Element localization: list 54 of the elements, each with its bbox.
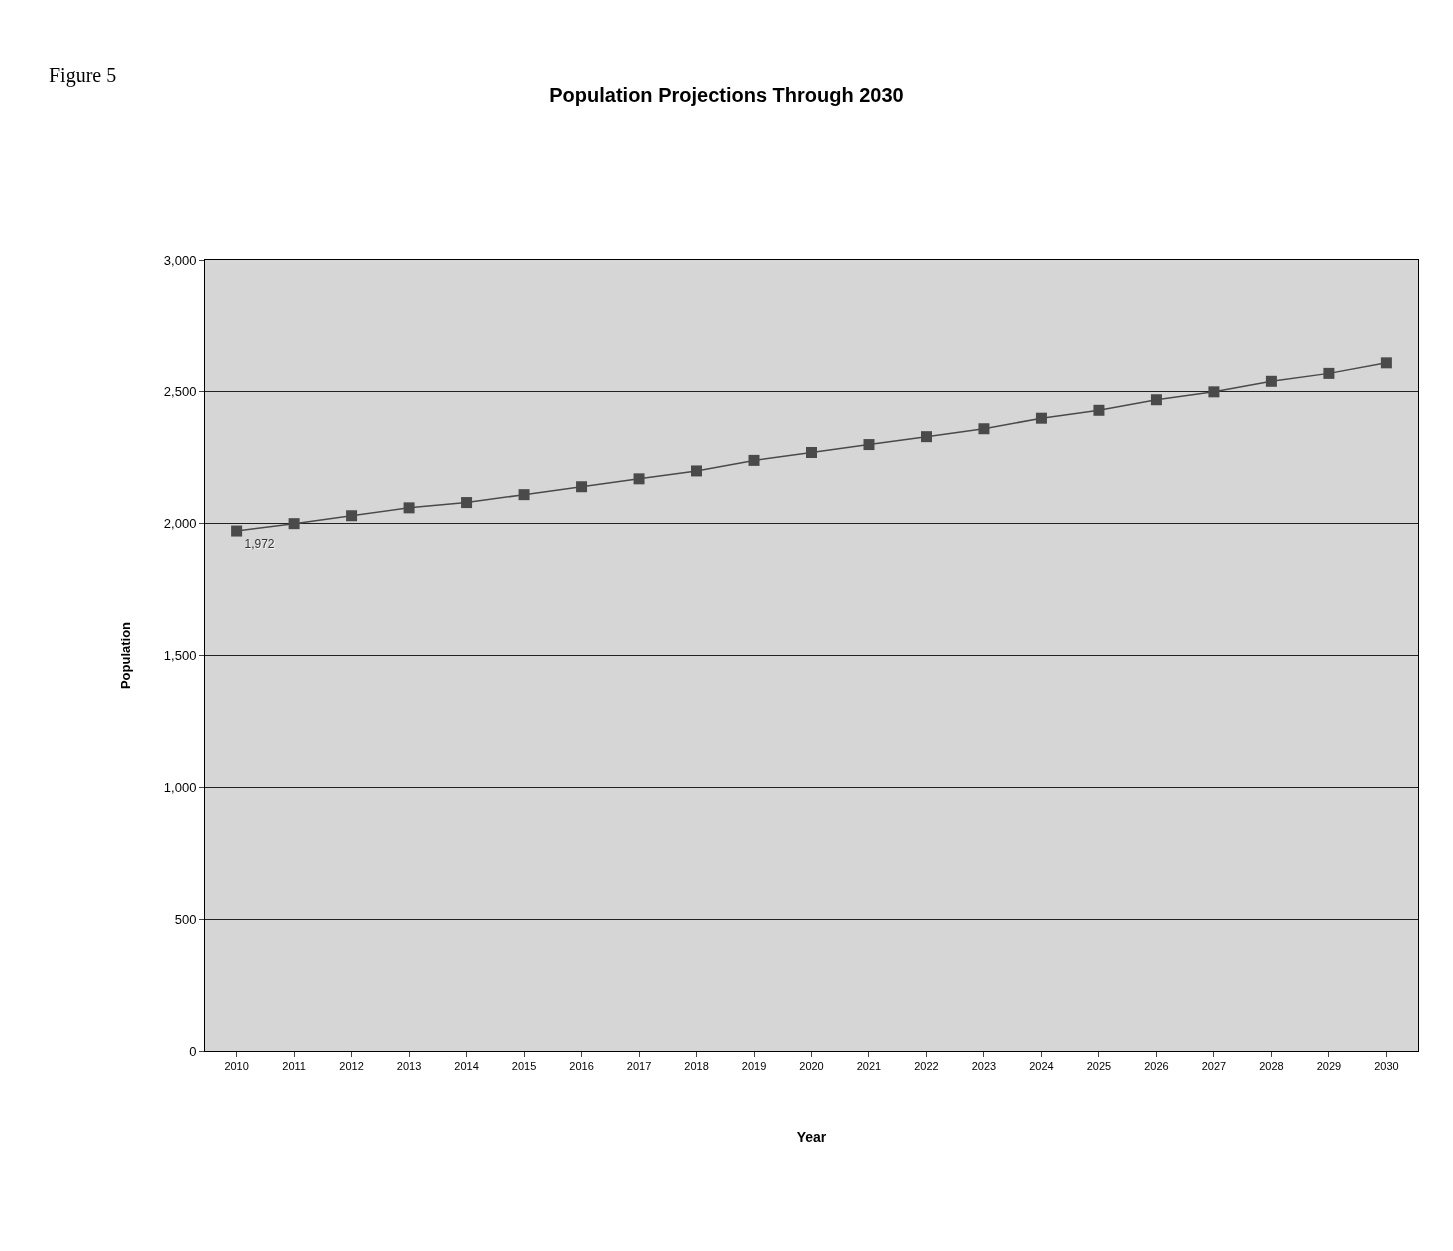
point (231, 525, 243, 537)
x-tick-label: 2021 (856, 1060, 882, 1073)
point (1150, 394, 1162, 406)
point (633, 473, 645, 485)
y-tick-label: 1,500 (163, 648, 197, 664)
x-tick-label: 2029 (1316, 1060, 1342, 1073)
caption: Figure 5 (49, 64, 117, 87)
x-tick-label: 2028 (1259, 1060, 1284, 1073)
x-tick-label: 2027 (1201, 1060, 1227, 1073)
x-tick-label: 2025 (1086, 1060, 1112, 1073)
point (461, 497, 473, 509)
y-tick-label: 500 (174, 911, 197, 927)
x-axis-title: Year (796, 1128, 827, 1145)
x-tick-label: 2010 (224, 1060, 249, 1073)
point (1265, 375, 1277, 387)
point (346, 510, 358, 522)
x-tick-label: 2024 (1029, 1060, 1054, 1073)
chart-title: Population Projections Through 2030 (549, 83, 904, 106)
x-tick-label: 2023 (971, 1060, 997, 1073)
point (1380, 357, 1392, 369)
y-tick-label: 0 (189, 1043, 197, 1059)
x-tick-label: 2017 (626, 1060, 652, 1073)
y-tick-label: 1,000 (163, 779, 197, 795)
point (863, 439, 875, 451)
point (518, 489, 530, 501)
data-label: 1,972 (244, 536, 275, 551)
point (1035, 412, 1047, 424)
point (403, 502, 415, 514)
x-tick-label: 2014 (454, 1060, 479, 1073)
x-tick-label: 2018 (684, 1060, 709, 1073)
point (978, 423, 990, 435)
point (288, 518, 300, 530)
point (1323, 367, 1335, 379)
x-tick-label: 2026 (1144, 1060, 1169, 1073)
point (806, 446, 817, 458)
x-tick-label: 2011 (282, 1060, 306, 1073)
point (1093, 404, 1105, 416)
x-tick-label: 2030 (1374, 1060, 1399, 1073)
x-tick-label: 2016 (569, 1060, 594, 1073)
point (1208, 386, 1220, 398)
y-tick-label: 2,500 (163, 384, 197, 400)
point (576, 481, 588, 493)
x-tick-label: 2020 (799, 1060, 824, 1073)
y-axis-title: Population (117, 621, 133, 690)
x-tick-label: 2019 (741, 1060, 767, 1073)
y-tick-label: 2,000 (163, 516, 197, 532)
point (748, 454, 760, 466)
point (691, 465, 703, 477)
x-tick-label: 2013 (396, 1060, 422, 1073)
x-tick-label: 2022 (914, 1060, 939, 1073)
x-tick-label: 2012 (339, 1060, 364, 1073)
x-tick-label: 2015 (511, 1060, 537, 1073)
y-tick-label: 3,000 (163, 252, 197, 268)
point (920, 431, 932, 443)
